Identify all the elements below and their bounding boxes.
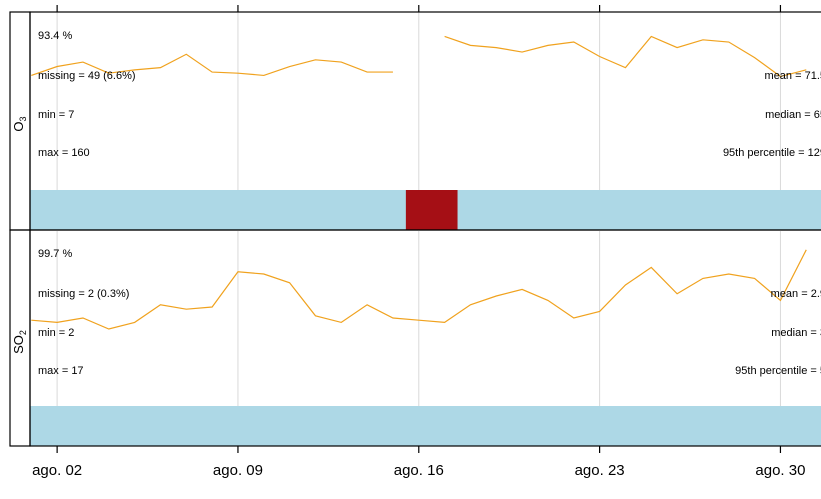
stat-left: missing = 49 (6.6%)	[38, 70, 136, 82]
x-tick-label: ago. 16	[394, 462, 444, 479]
strip-frame	[9, 229, 31, 447]
stat-left: min = 7	[38, 109, 74, 121]
stat-right: 95th percentile = 129	[723, 147, 821, 159]
stat-right: median = 3	[771, 327, 821, 339]
panel-label-sub: 2	[18, 330, 28, 335]
panel-label-main: SO	[11, 335, 26, 354]
stat-right: mean = 2.9	[771, 288, 821, 300]
stat-left: missing = 2 (0.3%)	[38, 288, 129, 300]
x-tick-label: ago. 09	[213, 462, 263, 479]
missing-block	[405, 190, 458, 230]
stat-right: mean = 71.5	[765, 70, 821, 82]
panel-label: SO2	[11, 330, 28, 354]
data-line	[31, 249, 807, 330]
stat-left: max = 160	[38, 147, 90, 159]
data-line	[444, 35, 807, 78]
percent-label: 93.4 %	[38, 30, 72, 42]
stat-right: 95th percentile = 5	[735, 365, 821, 377]
panel-label: O3	[11, 116, 28, 131]
panel-label-main: O	[11, 121, 26, 131]
stat-left: min = 2	[38, 327, 74, 339]
stat-right: median = 65	[765, 109, 821, 121]
x-tick-label: ago. 02	[32, 462, 82, 479]
x-tick-label: ago. 23	[575, 462, 625, 479]
availability-bar	[30, 406, 821, 446]
percent-label: 99.7 %	[38, 248, 72, 260]
stat-left: max = 17	[38, 365, 84, 377]
data-line	[31, 53, 393, 77]
x-tick-label: ago. 30	[755, 462, 805, 479]
panel-label-sub: 3	[18, 116, 28, 121]
